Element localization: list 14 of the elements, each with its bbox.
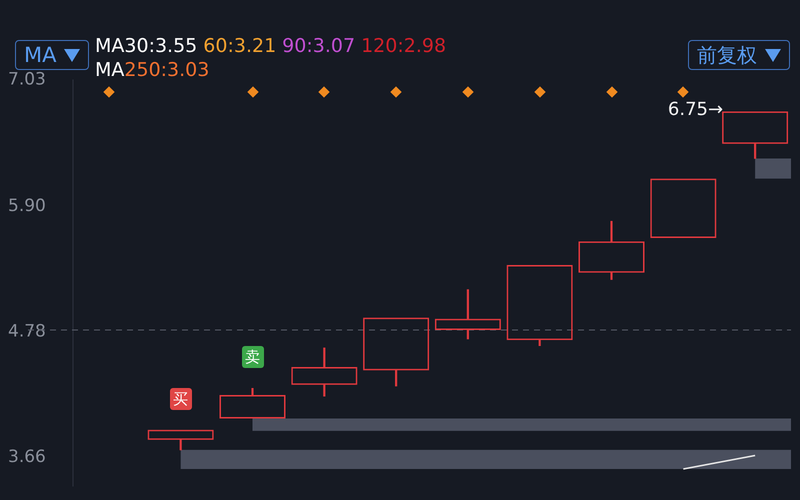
y-tick-label: 4.78 — [8, 322, 46, 342]
annotation: 6.75→ — [666, 99, 724, 120]
annotation: MA250:3.03 — [95, 59, 210, 81]
text: 90:3.07 — [282, 35, 356, 57]
text: 前复权 — [697, 42, 757, 68]
y-tick-label: 7.03 — [8, 69, 46, 90]
text: 120:2.98 — [361, 35, 446, 57]
y-tick-label: 3.66 — [8, 447, 46, 468]
text: MA — [24, 43, 56, 67]
annotation: 买 — [170, 388, 192, 410]
text: 60:3.21 — [203, 35, 276, 57]
text: MA30:3.55 — [95, 35, 198, 57]
y-tick-label: 5.90 — [8, 196, 46, 216]
annotation: 卖 — [242, 346, 264, 368]
